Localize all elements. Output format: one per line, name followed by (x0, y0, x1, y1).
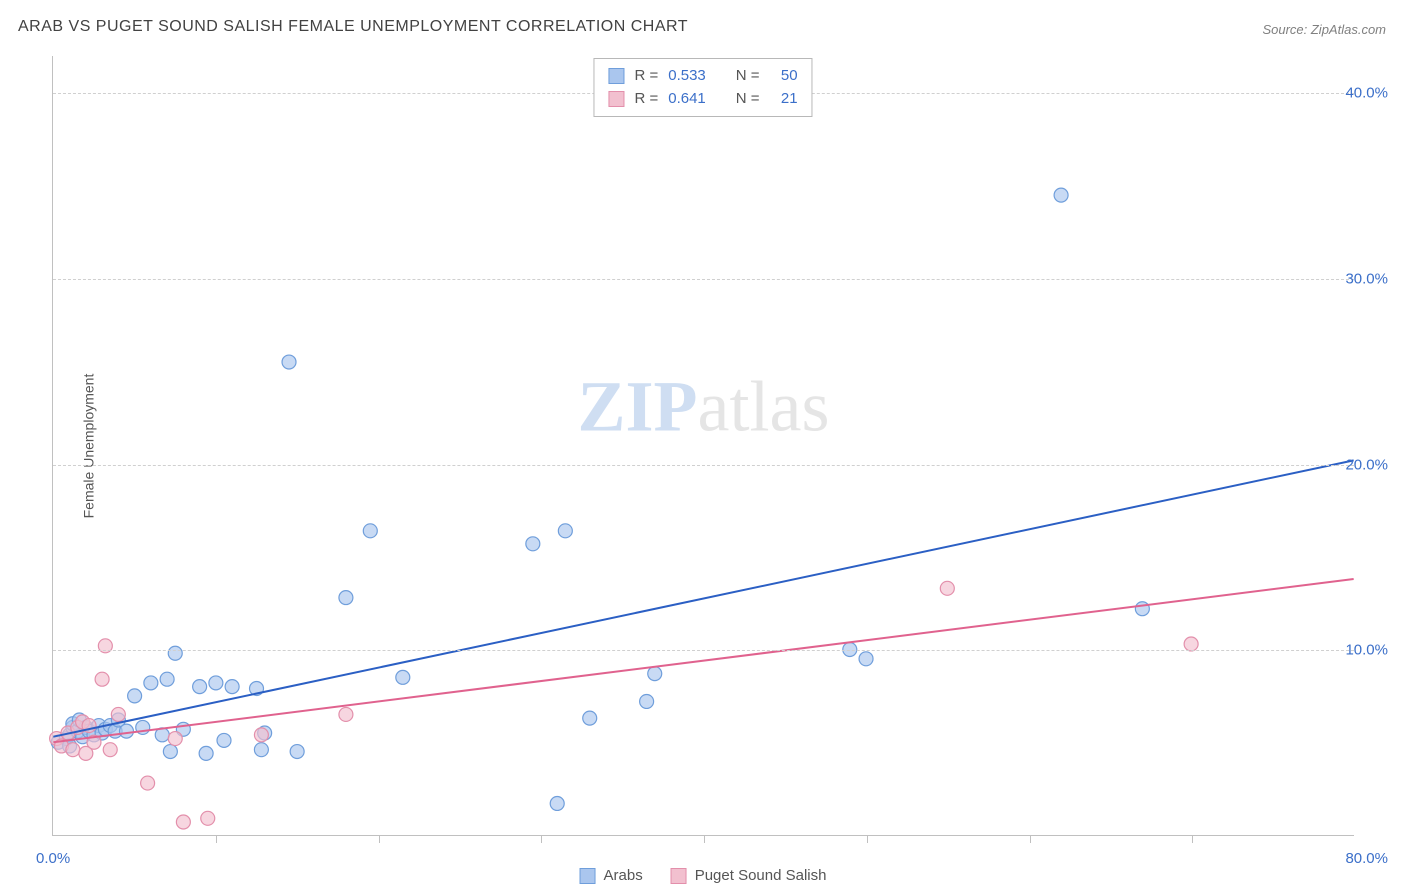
n-label: N = (736, 88, 760, 111)
chart-title: ARAB VS PUGET SOUND SALISH FEMALE UNEMPL… (18, 18, 688, 36)
data-point (95, 672, 109, 686)
series-label: Puget Sound Salish (695, 867, 827, 884)
data-point (168, 646, 182, 660)
r-label: R = (634, 88, 658, 111)
legend-swatch (671, 868, 687, 884)
gridline-h (53, 465, 1354, 466)
r-value: 0.533 (668, 65, 706, 88)
data-point (168, 732, 182, 746)
r-value: 0.641 (668, 88, 706, 111)
data-point (363, 524, 377, 538)
xtick (379, 835, 380, 843)
legend-swatch (580, 868, 596, 884)
plot-svg (53, 56, 1354, 835)
stats-legend: R = 0.533 N = 50 R = 0.641 N = 21 (593, 58, 812, 117)
data-point (640, 694, 654, 708)
regression-line (53, 579, 1353, 742)
data-point (163, 745, 177, 759)
stats-legend-row: R = 0.533 N = 50 (608, 65, 797, 88)
legend-swatch (608, 91, 624, 107)
data-point (103, 743, 117, 757)
data-point (111, 707, 125, 721)
data-point (339, 591, 353, 605)
data-point (141, 776, 155, 790)
series-legend-item: Arabs (580, 867, 643, 884)
data-point (209, 676, 223, 690)
data-point (1054, 188, 1068, 202)
xtick (1192, 835, 1193, 843)
plot-area: ZIPatlas (52, 56, 1354, 836)
series-legend: Arabs Puget Sound Salish (580, 867, 827, 884)
correlation-chart: ARAB VS PUGET SOUND SALISH FEMALE UNEMPL… (0, 0, 1406, 892)
data-point (648, 667, 662, 681)
ytick-label: 40.0% (1345, 85, 1388, 102)
data-point (583, 711, 597, 725)
xtick (216, 835, 217, 843)
data-point (290, 745, 304, 759)
series-legend-item: Puget Sound Salish (671, 867, 827, 884)
ytick-label: 20.0% (1345, 456, 1388, 473)
n-value: 21 (770, 88, 798, 111)
data-point (176, 815, 190, 829)
series-label: Arabs (604, 867, 643, 884)
gridline-h (53, 650, 1354, 651)
data-point (254, 743, 268, 757)
xtick (541, 835, 542, 843)
data-point (254, 728, 268, 742)
ytick-label: 30.0% (1345, 270, 1388, 287)
data-point (199, 746, 213, 760)
r-label: R = (634, 65, 658, 88)
data-point (859, 652, 873, 666)
legend-swatch (608, 68, 624, 84)
data-point (144, 676, 158, 690)
data-point (217, 733, 231, 747)
gridline-h (53, 279, 1354, 280)
x-origin-label: 0.0% (36, 850, 70, 867)
data-point (282, 355, 296, 369)
xtick (867, 835, 868, 843)
data-point (550, 796, 564, 810)
x-max-label: 80.0% (1345, 850, 1388, 867)
n-value: 50 (770, 65, 798, 88)
data-point (526, 537, 540, 551)
data-point (558, 524, 572, 538)
data-point (396, 670, 410, 684)
data-point (1135, 602, 1149, 616)
xtick (704, 835, 705, 843)
xtick (1030, 835, 1031, 843)
ytick-label: 10.0% (1345, 642, 1388, 659)
n-label: N = (736, 65, 760, 88)
data-point (119, 724, 133, 738)
data-point (160, 672, 174, 686)
data-point (339, 707, 353, 721)
data-point (225, 680, 239, 694)
data-point (201, 811, 215, 825)
data-point (128, 689, 142, 703)
source-label: Source: ZipAtlas.com (1262, 22, 1386, 37)
data-point (940, 581, 954, 595)
data-point (66, 743, 80, 757)
stats-legend-row: R = 0.641 N = 21 (608, 88, 797, 111)
data-point (1184, 637, 1198, 651)
regression-line (53, 460, 1353, 736)
data-point (193, 680, 207, 694)
